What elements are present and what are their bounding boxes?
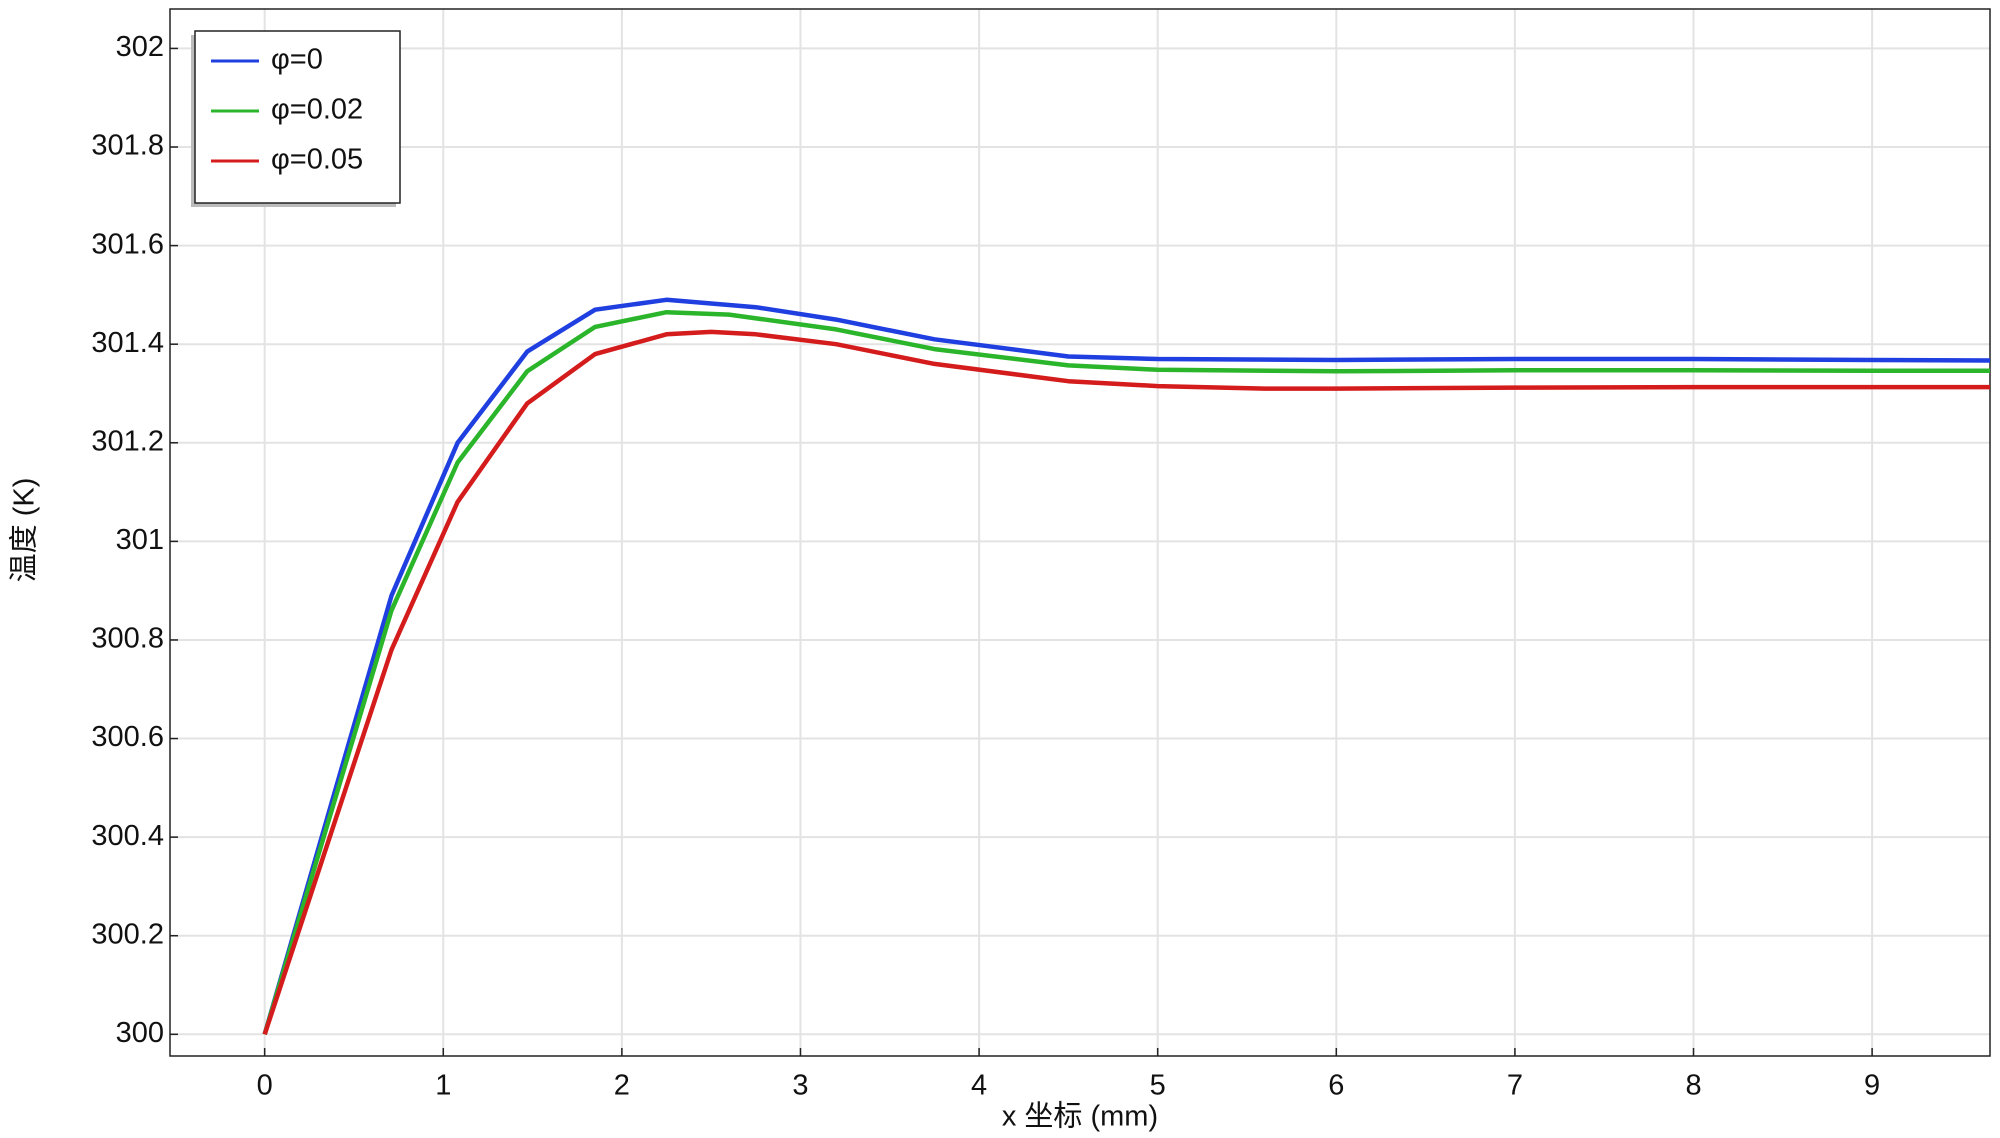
- y-axis-label: 温度 (K): [8, 478, 41, 583]
- line-series: [262, 329, 1990, 1036]
- y-tick-label: 301.6: [91, 228, 164, 260]
- legend-label: φ=0.05: [271, 144, 363, 176]
- x-tick-label: 3: [792, 1070, 808, 1102]
- x-tick-label: 1: [435, 1070, 451, 1102]
- line-series: [262, 297, 1991, 1035]
- x-tick-label: 8: [1685, 1070, 1701, 1102]
- y-tick-label: 300.8: [91, 623, 164, 655]
- legend-label: φ=0.02: [271, 94, 363, 126]
- y-tick-label: 300: [116, 1017, 164, 1049]
- y-tick-label: 301.2: [91, 425, 164, 457]
- line-series: [262, 309, 1990, 1035]
- plot-frame: [169, 8, 1991, 1057]
- y-tick-label: 301.4: [91, 327, 164, 359]
- legend-label: φ=0: [271, 44, 323, 76]
- x-tick-label: 9: [1864, 1070, 1880, 1102]
- y-tick-label: 300.4: [91, 820, 164, 852]
- y-tick-label: 300.2: [91, 918, 164, 950]
- y-tick-label: 302: [116, 31, 164, 63]
- x-axis-label: x 坐标 (mm): [1002, 1100, 1158, 1133]
- y-tick-label: 301.8: [91, 130, 164, 162]
- x-tick-label: 7: [1507, 1070, 1523, 1102]
- x-tick-label: 5: [1150, 1070, 1166, 1102]
- y-tick-label: 300.6: [91, 721, 164, 753]
- x-tick-label: 4: [971, 1070, 987, 1102]
- x-tick-label: 2: [614, 1070, 630, 1102]
- x-tick-label: 0: [257, 1070, 273, 1102]
- y-tick-label: 301: [116, 524, 164, 556]
- x-tick-label: 6: [1328, 1070, 1344, 1102]
